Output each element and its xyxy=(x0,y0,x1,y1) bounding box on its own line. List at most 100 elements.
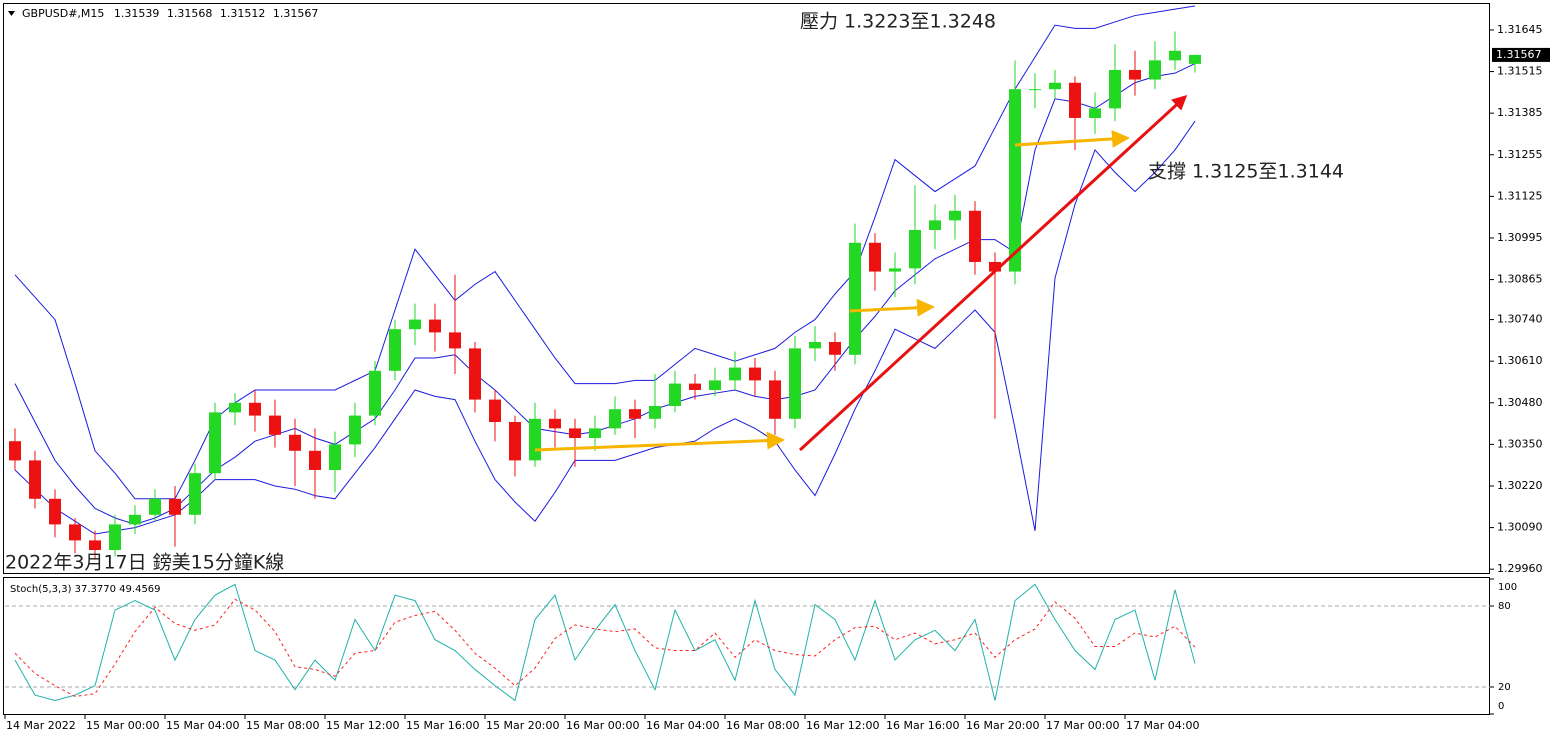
x-tick-label: 15 Mar 20:00 xyxy=(486,719,559,732)
x-tick-label: 17 Mar 04:00 xyxy=(1126,719,1199,732)
arrow xyxy=(1014,129,1130,148)
candle-body xyxy=(1089,108,1101,118)
stoch-frame xyxy=(3,577,1490,715)
candle-body xyxy=(549,418,561,429)
candle-body xyxy=(149,498,161,515)
x-tick-label: 16 Mar 04:00 xyxy=(646,719,719,732)
x-tick-label: 15 Mar 00:00 xyxy=(86,719,159,732)
y-tick-label: 1.30480 xyxy=(1497,396,1543,409)
annotation-arrows xyxy=(534,94,1188,452)
main-frame xyxy=(3,3,1490,574)
candle-body xyxy=(349,415,361,445)
candle-body xyxy=(1049,82,1061,90)
candle-body xyxy=(389,329,401,371)
candle-body xyxy=(49,498,61,525)
y-tick-label: 1.29960 xyxy=(1497,562,1543,575)
resistance-note: 壓力 1.3223至1.3248 xyxy=(800,11,996,33)
candle-body xyxy=(729,367,741,381)
candle-body xyxy=(569,428,581,438)
bollinger-lower xyxy=(14,120,1196,535)
y-tick-label: 1.30610 xyxy=(1497,354,1543,367)
candle-body xyxy=(249,402,261,416)
candle-body xyxy=(189,473,201,515)
x-tick-label: 16 Mar 20:00 xyxy=(966,719,1039,732)
chart-header: GBPUSD#,M15 1.31539 1.31568 1.31512 1.31… xyxy=(22,7,318,20)
candle-body xyxy=(669,383,681,406)
stoch-k xyxy=(14,583,1196,702)
x-tick-label: 17 Mar 00:00 xyxy=(1046,719,1119,732)
x-tick-label: 15 Mar 16:00 xyxy=(406,719,479,732)
candle-body xyxy=(909,229,921,269)
low-value: 1.31512 xyxy=(220,7,266,20)
y-tick-label: 1.31385 xyxy=(1497,106,1543,119)
candle-body xyxy=(589,428,601,438)
candle-body xyxy=(889,268,901,272)
y-tick-label: 1.30350 xyxy=(1497,437,1543,450)
candle-body xyxy=(1069,82,1081,118)
candle-body xyxy=(69,524,81,541)
menu-triangle xyxy=(8,11,15,16)
candle-body xyxy=(129,514,141,525)
y-tick-label: 1.31255 xyxy=(1497,148,1543,161)
bollinger-middle xyxy=(14,63,1196,525)
candle-body xyxy=(1129,69,1141,80)
y-tick-label: 1.30865 xyxy=(1497,273,1543,286)
candle-body xyxy=(89,540,101,550)
y-tick-label: 1.31125 xyxy=(1497,189,1543,202)
stoch-d xyxy=(14,598,1196,697)
candle-body xyxy=(9,441,21,461)
support-note: 支撐 1.3125至1.3144 xyxy=(1148,161,1344,183)
price-tag xyxy=(1492,47,1550,62)
candle-body xyxy=(869,242,881,272)
y-tick-label: 1.31515 xyxy=(1497,65,1543,78)
close-value: 1.31567 xyxy=(273,7,319,20)
price-tag-label: 1.31567 xyxy=(1496,48,1542,61)
candle-body xyxy=(989,261,1001,272)
candle-body xyxy=(289,434,301,451)
candle-body xyxy=(489,399,501,422)
x-tick-label: 15 Mar 08:00 xyxy=(246,719,319,732)
x-tick-label: 16 Mar 08:00 xyxy=(726,719,799,732)
stoch-tick-label: 20 xyxy=(1498,682,1511,693)
candle-body xyxy=(369,370,381,416)
stoch-tick-label: 100 xyxy=(1498,582,1517,593)
candle-body xyxy=(969,210,981,262)
candle-body xyxy=(209,412,221,474)
candle-body xyxy=(689,383,701,390)
symbol: GBPUSD#,M15 xyxy=(22,7,104,20)
candle-body xyxy=(449,332,461,349)
candle-body xyxy=(229,402,241,413)
open-value: 1.31539 xyxy=(114,7,160,20)
candle-body xyxy=(949,210,961,221)
stoch-tick-label: 0 xyxy=(1498,701,1504,712)
candle-body xyxy=(1149,60,1161,80)
candle-body xyxy=(269,415,281,435)
x-tick-label: 15 Mar 04:00 xyxy=(166,719,239,732)
candle-body xyxy=(1009,89,1021,272)
candle-body xyxy=(109,524,121,550)
candle-body xyxy=(709,380,721,390)
y-tick-label: 1.30220 xyxy=(1497,479,1543,492)
x-tick-label: 16 Mar 16:00 xyxy=(886,719,959,732)
y-tick-label: 1.31645 xyxy=(1497,23,1543,36)
candle-body xyxy=(929,220,941,230)
candle-body xyxy=(809,341,821,349)
candle-body xyxy=(789,348,801,419)
candle-body xyxy=(29,460,41,499)
x-tick-label: 15 Mar 12:00 xyxy=(326,719,399,732)
candle-body xyxy=(1189,54,1201,64)
chart-title: 2022年3月17日 鎊美15分鐘K線 xyxy=(5,552,284,574)
candle-body xyxy=(749,367,761,381)
candle-body xyxy=(429,319,441,333)
x-tick-label: 14 Mar 2022 xyxy=(6,719,76,732)
candle-body xyxy=(629,409,641,419)
candle-body xyxy=(609,409,621,429)
candle-body xyxy=(1169,50,1181,61)
y-tick-label: 1.30090 xyxy=(1497,521,1543,534)
arrow xyxy=(534,431,785,452)
candle-body xyxy=(509,421,521,461)
candle-body xyxy=(849,242,861,355)
arrow xyxy=(849,298,935,317)
candle-body xyxy=(469,348,481,400)
